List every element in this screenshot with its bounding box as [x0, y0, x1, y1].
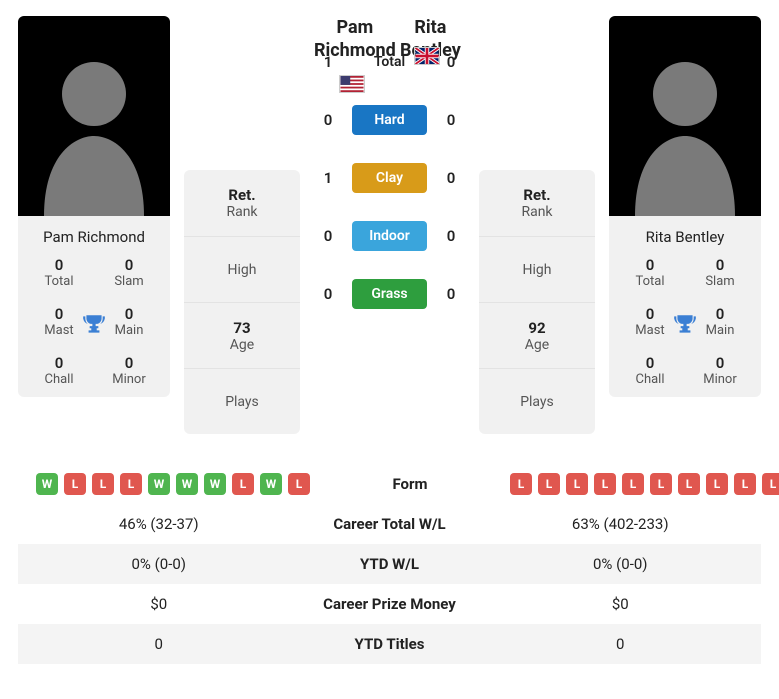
stat-high-left: High: [184, 236, 300, 302]
title-chall: 0 Chall: [24, 354, 94, 387]
form-loss-chip[interactable]: L: [594, 473, 616, 495]
form-strip-left: WLLLWWWLWL: [28, 473, 310, 495]
h2h-right-value: 0: [437, 169, 465, 187]
form-loss-chip[interactable]: L: [762, 473, 779, 495]
form-loss-chip[interactable]: L: [538, 473, 560, 495]
h2h-row: 1 Total 0: [314, 47, 465, 77]
title-slam: 0 Slam: [94, 256, 164, 289]
title-total: 0 Total: [24, 256, 94, 289]
title-chall: 0 Chall: [615, 354, 685, 387]
title-minor: 0 Minor: [94, 354, 164, 387]
h2h-left-value: 0: [314, 227, 342, 245]
form-loss-chip[interactable]: L: [510, 473, 532, 495]
form-loss-chip[interactable]: L: [678, 473, 700, 495]
h2h-left-value: 0: [314, 111, 342, 129]
silhouette-icon: [625, 36, 745, 216]
title-mast: 0 Mast: [24, 305, 94, 338]
titles-grid-left: 0 Total 0 Slam 0 Mast 0 Main 0 Chall: [18, 256, 170, 397]
h2h-surface-rows: 1 Total 0 0 Hard 0 1 Clay 0 0 Indoor 0 0 Grass 0: [314, 47, 465, 309]
head-to-head-top: Pam Richmond 0 Total 0 Slam 0 Mast 0 Mai…: [18, 16, 761, 434]
h2h-row: 0 Hard 0: [314, 105, 465, 135]
form-loss-chip[interactable]: L: [92, 473, 114, 495]
h2h-left-value: 1: [314, 53, 342, 71]
compare-label: Form: [310, 475, 510, 493]
compare-row: $0Career Prize Money$0: [18, 584, 761, 624]
compare-left-value: $0: [28, 595, 290, 613]
h2h-left-value: 1: [314, 169, 342, 187]
form-strip-right: LLLLLLLLLL: [510, 473, 779, 495]
form-win-chip[interactable]: W: [204, 473, 226, 495]
stat-card-left: Ret. Rank High 73 Age Plays: [184, 170, 300, 434]
compare-row: 0YTD Titles0: [18, 624, 761, 664]
form-win-chip[interactable]: W: [36, 473, 58, 495]
h2h-surface-label[interactable]: Hard: [352, 105, 427, 135]
h2h-surface-label[interactable]: Grass: [352, 279, 427, 309]
form-loss-chip[interactable]: L: [64, 473, 86, 495]
form-loss-chip[interactable]: L: [622, 473, 644, 495]
player-card-right: Rita Bentley 0 Total 0 Slam 0 Mast 0 Mai…: [609, 16, 761, 397]
title-slam: 0 Slam: [685, 256, 755, 289]
h2h-row: 1 Clay 0: [314, 163, 465, 193]
stat-high-right: High: [479, 236, 595, 302]
player-card-left: Pam Richmond 0 Total 0 Slam 0 Mast 0 Mai…: [18, 16, 170, 397]
compare-right-value: 63% (402-233): [490, 515, 752, 533]
stat-card-right: Ret. Rank High 92 Age Plays: [479, 170, 595, 434]
h2h-surface-label[interactable]: Clay: [352, 163, 427, 193]
h2h-row: 0 Indoor 0: [314, 221, 465, 251]
form-loss-chip[interactable]: L: [650, 473, 672, 495]
form-win-chip[interactable]: W: [148, 473, 170, 495]
compare-left-value: 0% (0-0): [28, 555, 290, 573]
compare-row: 0% (0-0)YTD W/L0% (0-0): [18, 544, 761, 584]
compare-label: YTD Titles: [290, 635, 490, 653]
title-mast: 0 Mast: [615, 305, 685, 338]
title-main: 0 Main: [685, 305, 755, 338]
h2h-right-value: 0: [437, 111, 465, 129]
compare-left-value: 0: [28, 635, 290, 653]
h2h-surface-label[interactable]: Indoor: [352, 221, 427, 251]
form-loss-chip[interactable]: L: [566, 473, 588, 495]
h2h-center: Pam Richmond Rita Bentley: [314, 16, 465, 309]
compare-right-value: 0% (0-0): [490, 555, 752, 573]
player-name-left[interactable]: Pam Richmond: [37, 216, 151, 256]
titles-grid-right: 0 Total 0 Slam 0 Mast 0 Main 0 Chall: [609, 256, 761, 397]
form-win-chip[interactable]: W: [260, 473, 282, 495]
form-loss-chip[interactable]: L: [288, 473, 310, 495]
form-loss-chip[interactable]: L: [734, 473, 756, 495]
compare-left-value: 46% (32-37): [28, 515, 290, 533]
stat-plays-left: Plays: [184, 368, 300, 434]
h2h-left-value: 0: [314, 285, 342, 303]
h2h-right-value: 0: [437, 227, 465, 245]
compare-right-value: $0: [490, 595, 752, 613]
compare-right-value: 0: [490, 635, 752, 653]
form-loss-chip[interactable]: L: [120, 473, 142, 495]
h2h-right-value: 0: [437, 285, 465, 303]
player-photo-left: [18, 16, 170, 216]
player-photo-right: [609, 16, 761, 216]
form-loss-chip[interactable]: L: [706, 473, 728, 495]
compare-label: Career Prize Money: [290, 595, 490, 613]
h2h-row: 0 Grass 0: [314, 279, 465, 309]
silhouette-icon: [34, 36, 154, 216]
compare-label: Career Total W/L: [290, 515, 490, 533]
compare-row: 46% (32-37)Career Total W/L63% (402-233): [18, 504, 761, 544]
stat-rank-left: Ret. Rank: [184, 170, 300, 236]
compare-row-form: WLLLWWWLWL Form LLLLLLLLLL: [18, 464, 761, 504]
form-win-chip[interactable]: W: [176, 473, 198, 495]
stat-age-right: 92 Age: [479, 302, 595, 368]
title-total: 0 Total: [615, 256, 685, 289]
compare-label: YTD W/L: [290, 555, 490, 573]
h2h-right-value: 0: [437, 53, 465, 71]
h2h-surface-label: Total: [352, 47, 427, 77]
title-main: 0 Main: [94, 305, 164, 338]
stat-age-left: 73 Age: [184, 302, 300, 368]
compare-table: WLLLWWWLWL Form LLLLLLLLLL 46% (32-37)Ca…: [18, 464, 761, 664]
stat-plays-right: Plays: [479, 368, 595, 434]
form-loss-chip[interactable]: L: [232, 473, 254, 495]
stat-rank-right: Ret. Rank: [479, 170, 595, 236]
title-minor: 0 Minor: [685, 354, 755, 387]
player-name-right[interactable]: Rita Bentley: [640, 216, 731, 256]
